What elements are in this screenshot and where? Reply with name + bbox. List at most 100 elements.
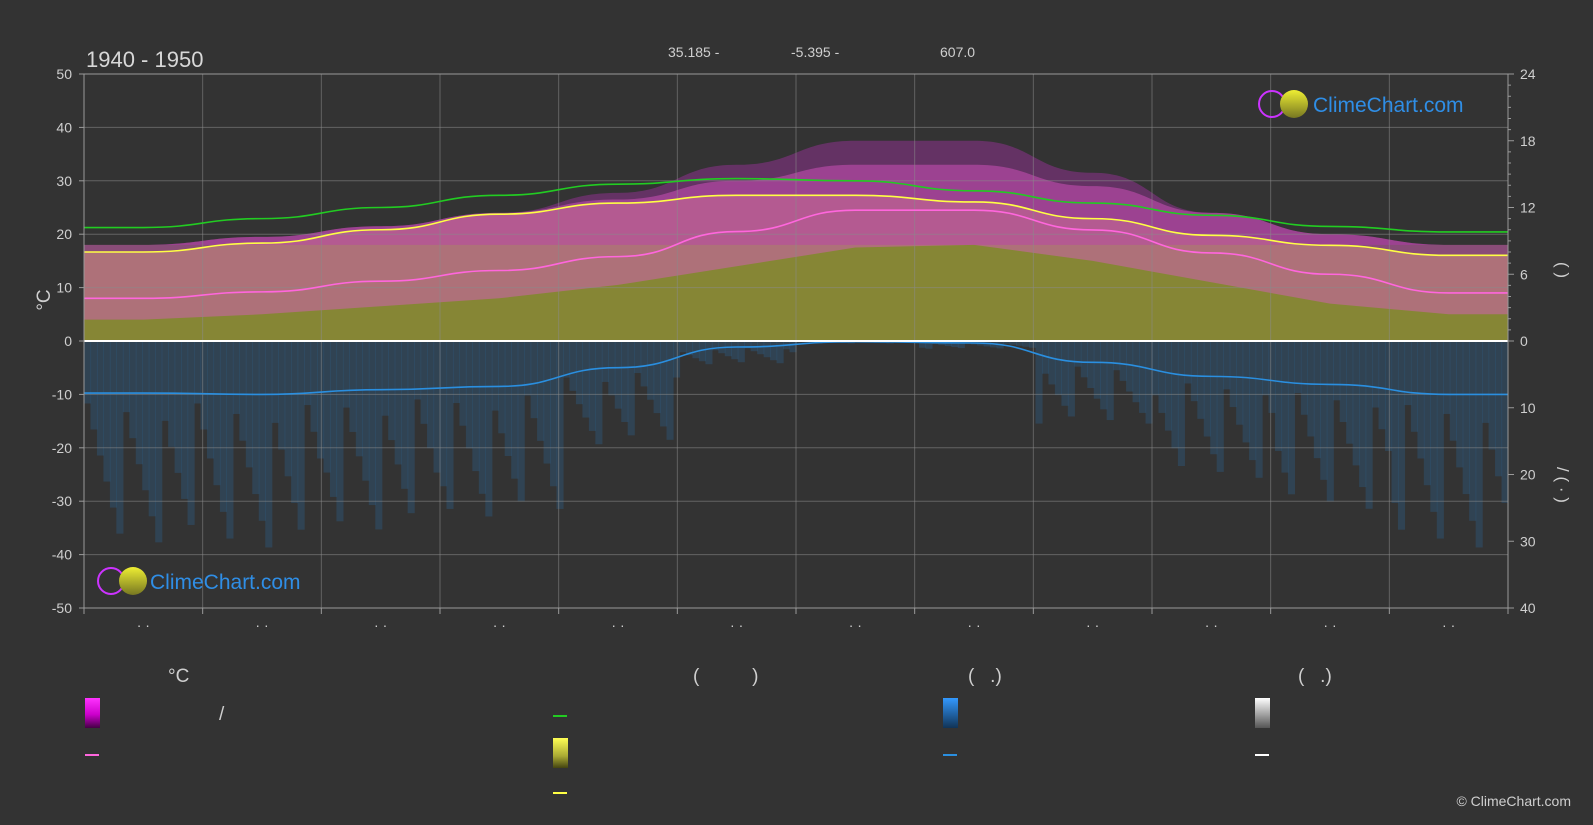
left-tick-label: -40 bbox=[52, 547, 72, 563]
precip-bar bbox=[1320, 341, 1328, 480]
month-label: · · bbox=[1323, 617, 1336, 633]
left-tick-label: -50 bbox=[52, 600, 72, 616]
right-axis-label-upper: ( ) bbox=[1553, 262, 1572, 278]
precip-bar bbox=[1203, 341, 1211, 437]
legend-line-snow bbox=[1255, 754, 1269, 756]
precip-bar bbox=[660, 341, 668, 427]
precip-bar bbox=[258, 341, 266, 521]
precip-bar bbox=[1152, 341, 1160, 396]
legend-line-sunshine bbox=[553, 792, 567, 794]
precip-bar bbox=[601, 341, 609, 382]
precip-bar bbox=[1119, 341, 1127, 381]
legend-swatch-snow bbox=[1255, 698, 1270, 728]
precip-bar bbox=[142, 341, 150, 491]
precip-bar bbox=[918, 341, 927, 348]
precip-bar bbox=[1197, 341, 1205, 419]
precip-bar bbox=[588, 341, 596, 431]
precip-bar bbox=[517, 341, 525, 502]
precip-bar bbox=[698, 341, 706, 362]
right-tick-label: 10 bbox=[1520, 400, 1536, 416]
precip-bar bbox=[770, 341, 778, 361]
precip-bar bbox=[317, 341, 325, 459]
precip-bar bbox=[1391, 341, 1399, 503]
left-tick-label: -20 bbox=[52, 440, 72, 456]
legend-swatch-rain bbox=[943, 698, 958, 728]
month-label: · · bbox=[137, 617, 150, 633]
precip-bar bbox=[1488, 341, 1496, 450]
precip-bar bbox=[627, 341, 635, 436]
precip-bar bbox=[1326, 341, 1334, 502]
precip-bar bbox=[1236, 341, 1244, 425]
precip-bar bbox=[763, 341, 771, 358]
precip-bar bbox=[1242, 341, 1250, 443]
precip-bar bbox=[368, 341, 376, 506]
precip-bar bbox=[155, 341, 163, 543]
right-tick-label: 6 bbox=[1520, 266, 1528, 282]
precip-bar bbox=[1158, 341, 1166, 413]
precip-bar bbox=[491, 341, 499, 411]
brand-name-bottom: ClimeChart.com bbox=[150, 571, 301, 594]
legend-header-sun: ( ) bbox=[693, 666, 759, 687]
precip-bar bbox=[543, 341, 551, 464]
left-tick-label: 40 bbox=[56, 119, 72, 135]
precip-bar bbox=[1106, 341, 1114, 421]
precip-bar bbox=[562, 341, 571, 378]
logo-top: ClimeChart.com bbox=[1258, 90, 1464, 118]
legend-temp-slash: / bbox=[219, 704, 225, 725]
precip-bar bbox=[381, 341, 389, 416]
precip-bar bbox=[1100, 341, 1108, 410]
legend-swatch-sunshine bbox=[553, 738, 568, 768]
precip-bar bbox=[1249, 341, 1257, 461]
precip-bar bbox=[226, 341, 234, 539]
precip-bar bbox=[1074, 341, 1082, 367]
precip-bar bbox=[640, 341, 648, 387]
series-line-mean_temp bbox=[84, 209, 1508, 300]
copyright: © ClimeChart.com bbox=[1456, 793, 1571, 809]
precip-bar bbox=[776, 341, 784, 364]
brand-name-top: ClimeChart.com bbox=[1313, 94, 1464, 117]
series-line-sunshine bbox=[84, 194, 1508, 257]
precip-bar bbox=[511, 341, 519, 479]
precip-bar bbox=[685, 341, 694, 356]
right-tick-label: 12 bbox=[1520, 200, 1536, 216]
precip-bar bbox=[174, 341, 182, 473]
precip-bar bbox=[1436, 341, 1444, 539]
precip-bar bbox=[1404, 341, 1412, 406]
left-tick-label: 20 bbox=[56, 226, 72, 242]
precip-bar bbox=[1223, 341, 1231, 390]
precip-bar bbox=[1385, 341, 1393, 451]
precip-bar bbox=[1054, 341, 1062, 396]
precip-bar bbox=[621, 341, 629, 422]
precip-bar bbox=[504, 341, 512, 456]
precip-bar bbox=[1274, 341, 1283, 451]
precip-bar bbox=[1016, 341, 1024, 346]
precip-bar bbox=[1087, 341, 1095, 388]
precip-bar bbox=[1177, 341, 1185, 467]
precip-bar bbox=[485, 341, 493, 517]
precip-bar bbox=[1262, 341, 1270, 396]
month-label: · · bbox=[611, 617, 624, 633]
series-line-daylight bbox=[84, 177, 1508, 233]
precip-bar bbox=[323, 341, 331, 473]
month-label: · · bbox=[967, 617, 980, 633]
right-tick-label: 20 bbox=[1520, 467, 1536, 483]
latitude: 35.185 - bbox=[668, 44, 720, 60]
precip-bar bbox=[1307, 341, 1315, 437]
precip-bar bbox=[524, 341, 532, 396]
precip-bar bbox=[265, 341, 273, 548]
legend-header-temp: °C bbox=[168, 666, 190, 687]
precip-bar bbox=[245, 341, 253, 468]
precip-bar bbox=[187, 341, 195, 525]
precip-bar bbox=[957, 341, 965, 349]
precip-bar bbox=[388, 341, 396, 441]
precip-bar bbox=[1359, 341, 1367, 488]
precip-bar bbox=[349, 341, 357, 432]
precip-bar bbox=[1113, 341, 1121, 371]
precip-bar bbox=[375, 341, 383, 530]
precip-bar bbox=[148, 341, 156, 517]
precip-bar bbox=[1378, 341, 1386, 430]
right-axis-label-lower: / ( · ) bbox=[1553, 467, 1572, 503]
left-axis-unit: °C bbox=[34, 289, 55, 310]
precip-bar bbox=[200, 341, 208, 430]
precip-bar bbox=[472, 341, 480, 472]
